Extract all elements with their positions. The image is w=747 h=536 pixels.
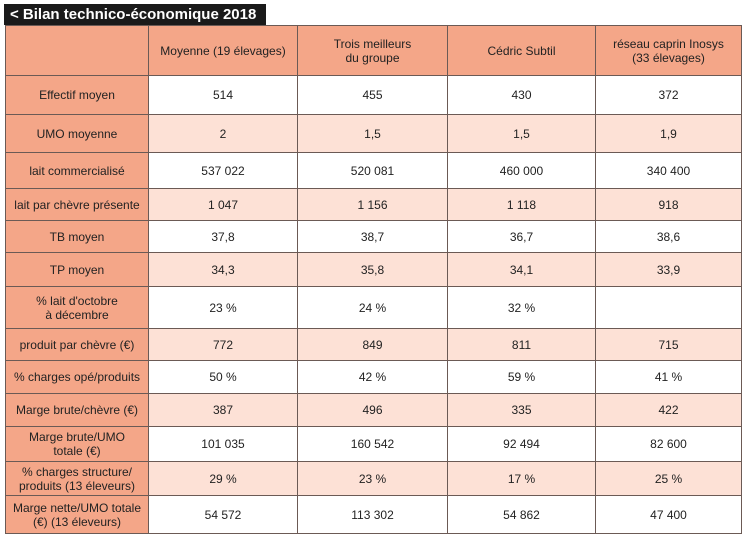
- corner-cell: [5, 25, 149, 76]
- row-header: produit par chèvre (€): [5, 328, 149, 361]
- table-cell: 101 035: [148, 426, 298, 462]
- table-row: UMO moyenne 2 1,5 1,5 1,9: [5, 114, 742, 153]
- table-cell: 113 302: [297, 495, 448, 534]
- table-cell: 35,8: [297, 252, 448, 287]
- table-row: Marge nette/UMO totale (€) (13 éleveurs)…: [5, 495, 742, 534]
- table-cell: 430: [447, 75, 596, 115]
- table-cell: 38,6: [595, 220, 742, 253]
- row-header: % lait d'octobre à décembre: [5, 286, 149, 329]
- table-cell: 25 %: [595, 461, 742, 496]
- table-cell: 34,3: [148, 252, 298, 287]
- table-row: Effectif moyen 514 455 430 372: [5, 75, 742, 115]
- table-cell: 2: [148, 114, 298, 153]
- row-header: Marge brute/UMO totale (€): [5, 426, 149, 462]
- row-header: TP moyen: [5, 252, 149, 287]
- row-header: lait commercialisé: [5, 152, 149, 189]
- table-cell: 1,9: [595, 114, 742, 153]
- table-cell: 460 000: [447, 152, 596, 189]
- table-cell: 715: [595, 328, 742, 361]
- header-row: Moyenne (19 élevages) Trois meilleurs du …: [5, 25, 742, 76]
- row-header: lait par chèvre présente: [5, 188, 149, 221]
- table-cell: 1 047: [148, 188, 298, 221]
- table-cell: 772: [148, 328, 298, 361]
- table-row: TP moyen 34,3 35,8 34,1 33,9: [5, 252, 742, 287]
- table-cell: 92 494: [447, 426, 596, 462]
- table-cell: 520 081: [297, 152, 448, 189]
- table-cell: 811: [447, 328, 596, 361]
- table-cell: 29 %: [148, 461, 298, 496]
- table-cell: 335: [447, 393, 596, 427]
- row-header: Marge brute/chèvre (€): [5, 393, 149, 427]
- table-cell: 38,7: [297, 220, 448, 253]
- table-cell: 54 572: [148, 495, 298, 534]
- table-cell: 50 %: [148, 360, 298, 394]
- table-row: Marge brute/UMO totale (€) 101 035 160 542…: [5, 426, 742, 462]
- row-header: Marge nette/UMO totale (€) (13 éleveurs): [5, 495, 149, 534]
- table-cell: 1 156: [297, 188, 448, 221]
- column-header: Moyenne (19 élevages): [148, 25, 298, 76]
- table-cell: 387: [148, 393, 298, 427]
- table-cell: [595, 286, 742, 329]
- column-header: Cédric Subtil: [447, 25, 596, 76]
- table-cell: 47 400: [595, 495, 742, 534]
- table-cell: 37,8: [148, 220, 298, 253]
- table-cell: 455: [297, 75, 448, 115]
- table-cell: 54 862: [447, 495, 596, 534]
- table-cell: 1,5: [447, 114, 596, 153]
- row-header: Effectif moyen: [5, 75, 149, 115]
- table-cell: 23 %: [297, 461, 448, 496]
- row-header: % charges opé/produits: [5, 360, 149, 394]
- column-header: Trois meilleurs du groupe: [297, 25, 448, 76]
- table-cell: 24 %: [297, 286, 448, 329]
- table-cell: 372: [595, 75, 742, 115]
- table: Moyenne (19 élevages) Trois meilleurs du …: [5, 25, 742, 534]
- table-cell: 537 022: [148, 152, 298, 189]
- row-header: TB moyen: [5, 220, 149, 253]
- table-cell: 1 118: [447, 188, 596, 221]
- table-cell: 59 %: [447, 360, 596, 394]
- table-row: % lait d'octobre à décembre 23 % 24 % 32 %: [5, 286, 742, 329]
- table-cell: 82 600: [595, 426, 742, 462]
- table-cell: 160 542: [297, 426, 448, 462]
- table-cell: 33,9: [595, 252, 742, 287]
- table-row: Marge brute/chèvre (€) 387 496 335 422: [5, 393, 742, 427]
- table-cell: 32 %: [447, 286, 596, 329]
- row-header: % charges structure/ produits (13 éleveu…: [5, 461, 149, 496]
- column-header: réseau caprin Inosys (33 élevages): [595, 25, 742, 76]
- table-cell: 514: [148, 75, 298, 115]
- table-row: % charges structure/ produits (13 éleveu…: [5, 461, 742, 496]
- table-cell: 41 %: [595, 360, 742, 394]
- table-row: % charges opé/produits 50 % 42 % 59 % 41 %: [5, 360, 742, 394]
- table-cell: 42 %: [297, 360, 448, 394]
- table-row: lait par chèvre présente 1 047 1 156 1 118 9…: [5, 188, 742, 221]
- table-cell: 1,5: [297, 114, 448, 153]
- table-cell: 17 %: [447, 461, 596, 496]
- title-bar: < Bilan technico-économique 2018: [4, 4, 267, 25]
- table-cell: 34,1: [447, 252, 596, 287]
- table-cell: 849: [297, 328, 448, 361]
- table-row: TB moyen 37,8 38,7 36,7 38,6: [5, 220, 742, 253]
- table-cell: 340 400: [595, 152, 742, 189]
- table-cell: 422: [595, 393, 742, 427]
- table-cell: 918: [595, 188, 742, 221]
- table-cell: 23 %: [148, 286, 298, 329]
- table-row: produit par chèvre (€) 772 849 811 715: [5, 328, 742, 361]
- table-cell: 36,7: [447, 220, 596, 253]
- table-row: lait commercialisé 537 022 520 081 460 000 3…: [5, 152, 742, 189]
- table-cell: 496: [297, 393, 448, 427]
- row-header: UMO moyenne: [5, 114, 149, 153]
